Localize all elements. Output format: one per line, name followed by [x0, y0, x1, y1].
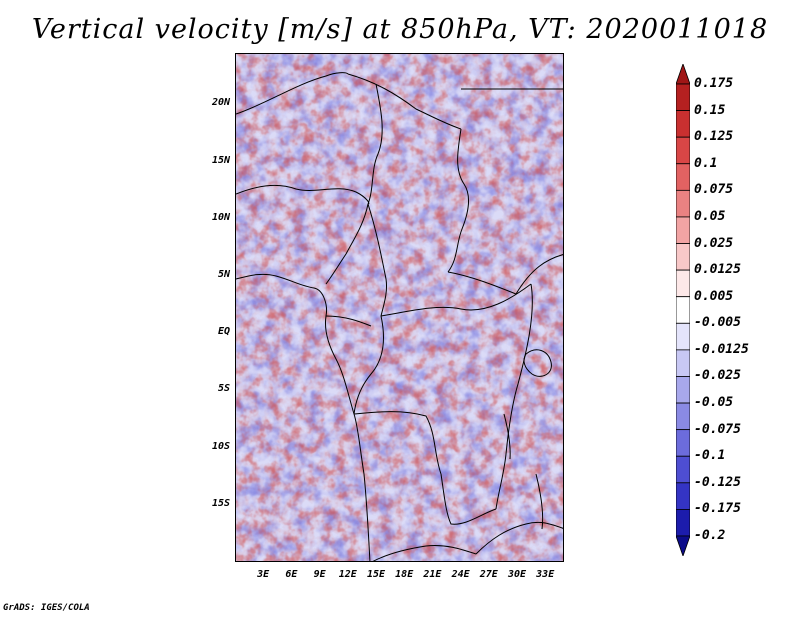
colorbar-bin — [676, 322, 690, 351]
lat-tick-label: 5N — [217, 269, 230, 281]
colorbar-bin — [676, 429, 690, 457]
border-zambia-south — [475, 521, 563, 555]
colorbar — [676, 64, 690, 556]
colorbar-bin — [676, 535, 690, 556]
border-drc-angola — [353, 411, 442, 475]
colorbar-label: -0.175 — [694, 501, 741, 517]
lon-tick-label: 21E — [423, 569, 442, 580]
colorbar-bin — [676, 163, 690, 191]
colorbar-bin — [676, 136, 690, 165]
border-niger-chad — [367, 83, 383, 205]
lake-malawi — [535, 473, 544, 530]
lat-tick-label: 5S — [217, 383, 230, 395]
lon-tick-label: 30E — [507, 569, 527, 580]
lake-tanganyika — [503, 413, 511, 460]
colorbar-bin — [676, 296, 690, 324]
colorbar-label: 0.025 — [694, 235, 734, 251]
lon-tick-label: 33E — [536, 569, 555, 580]
colorbar-bin — [676, 509, 690, 537]
colorbar-label: 0.005 — [694, 288, 734, 304]
lat-tick-label: 15S — [211, 497, 230, 509]
colorbar-bin — [676, 482, 690, 510]
lon-tick-label: 24E — [451, 569, 470, 580]
border-libya-chad — [347, 73, 462, 130]
colorbar-label: -0.0125 — [694, 341, 749, 357]
chart-title: Vertical velocity [m/s] at 850hPa, VT: 2… — [31, 14, 769, 45]
border-drc-congo — [353, 315, 384, 415]
border-sahara-north — [236, 72, 349, 115]
lon-tick-label: 18E — [395, 569, 414, 580]
border-namibia — [372, 545, 477, 561]
lat-tick-label: 15N — [211, 154, 230, 166]
map-panel — [235, 53, 564, 562]
lon-tick-label: 12E — [338, 569, 357, 580]
colorbar-bin — [676, 189, 690, 218]
lon-tick-label: 3E — [257, 569, 270, 580]
colorbar-bin — [676, 110, 690, 138]
colorbar-label: -0.005 — [694, 315, 741, 331]
field-wash — [236, 54, 563, 561]
colorbar-bin — [676, 269, 690, 298]
border-sudan-chad — [447, 128, 469, 273]
border-angola-zambia — [440, 473, 497, 525]
colorbar-bin — [676, 455, 690, 484]
lat-tick-label: EQ — [217, 326, 230, 338]
colorbar-label: 0.0125 — [694, 262, 741, 278]
border-gabon — [325, 315, 372, 327]
border-nigeria-cameroon — [325, 203, 369, 285]
colorbar-label: -0.025 — [694, 368, 741, 384]
lon-tick-label: 6E — [285, 569, 298, 580]
border-car-cameroon — [367, 203, 387, 317]
ascent-pattern — [236, 54, 563, 561]
lat-tick-label: 10N — [211, 211, 230, 223]
colorbar-bin — [676, 83, 690, 111]
lon-tick-label: 9E — [313, 569, 326, 580]
colorbar-label: 0.15 — [694, 102, 726, 118]
coastline-west-africa — [236, 273, 371, 561]
lon-tick-label: 27E — [479, 569, 498, 580]
colorbar-label: -0.1 — [694, 448, 726, 464]
vertical-velocity-field — [236, 54, 563, 561]
colorbar-label: -0.125 — [694, 474, 741, 490]
colorbar-label: 0.075 — [694, 182, 734, 198]
colorbar-label: -0.075 — [694, 421, 741, 437]
lon-tick-label: 15E — [366, 569, 386, 580]
colorbar-bin — [676, 243, 690, 271]
lake-victoria — [523, 349, 552, 377]
border-car-drc — [380, 283, 532, 317]
colorbar-bin — [676, 402, 690, 431]
colorbar-bin — [676, 216, 690, 244]
colorbar-label: 0.1 — [694, 155, 718, 171]
colorbar-bin — [676, 64, 690, 85]
colorbar-label: -0.05 — [694, 395, 734, 411]
grads-credit: GrADS: IGES/COLA — [3, 603, 90, 613]
colorbar-label: 0.05 — [694, 208, 726, 224]
border-drc-east — [495, 283, 533, 510]
colorbar-bin — [676, 349, 690, 377]
lat-tick-label: 20N — [211, 97, 230, 109]
colorbar-bin — [676, 376, 690, 404]
country-borders — [236, 72, 563, 561]
colorbar-label: 0.175 — [694, 76, 734, 91]
border-sudan-car — [447, 271, 517, 295]
colorbar-label: 0.125 — [694, 129, 734, 145]
border-ethiopia — [515, 254, 563, 295]
lat-tick-label: 10S — [211, 440, 230, 452]
colorbar-label: -0.2 — [694, 528, 726, 543]
border-nigeria-niger — [236, 184, 370, 205]
